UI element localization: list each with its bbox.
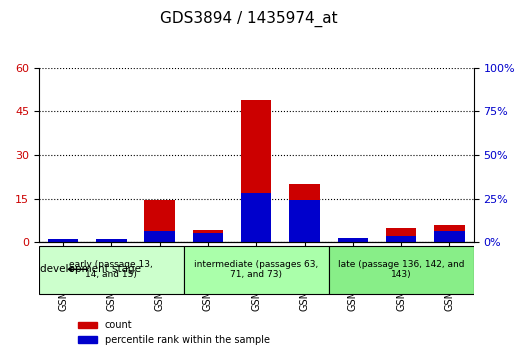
Text: GDS3894 / 1435974_at: GDS3894 / 1435974_at bbox=[160, 11, 338, 27]
FancyBboxPatch shape bbox=[184, 246, 329, 294]
Text: early (passage 13,
14, and 15): early (passage 13, 14, and 15) bbox=[69, 259, 153, 279]
Bar bbox=[193, 233, 223, 242]
Bar bbox=[338, 238, 368, 242]
Text: development stage: development stage bbox=[40, 264, 141, 274]
Bar bbox=[434, 225, 465, 242]
Bar bbox=[386, 236, 417, 242]
Bar bbox=[289, 200, 320, 242]
Text: intermediate (passages 63,
71, and 73): intermediate (passages 63, 71, and 73) bbox=[194, 259, 319, 279]
Bar bbox=[338, 239, 368, 242]
Bar bbox=[241, 100, 271, 242]
Bar bbox=[193, 230, 223, 242]
FancyBboxPatch shape bbox=[39, 246, 184, 294]
Bar bbox=[96, 239, 127, 242]
Bar bbox=[48, 241, 78, 242]
Bar bbox=[144, 200, 175, 242]
Bar bbox=[434, 231, 465, 242]
Bar bbox=[96, 239, 127, 242]
Bar bbox=[386, 228, 417, 242]
Bar bbox=[289, 184, 320, 242]
Text: late (passage 136, 142, and
143): late (passage 136, 142, and 143) bbox=[338, 259, 464, 279]
Bar bbox=[48, 239, 78, 242]
Bar bbox=[144, 231, 175, 242]
Bar bbox=[241, 193, 271, 242]
Legend: count, percentile rank within the sample: count, percentile rank within the sample bbox=[74, 316, 274, 349]
FancyBboxPatch shape bbox=[329, 246, 474, 294]
